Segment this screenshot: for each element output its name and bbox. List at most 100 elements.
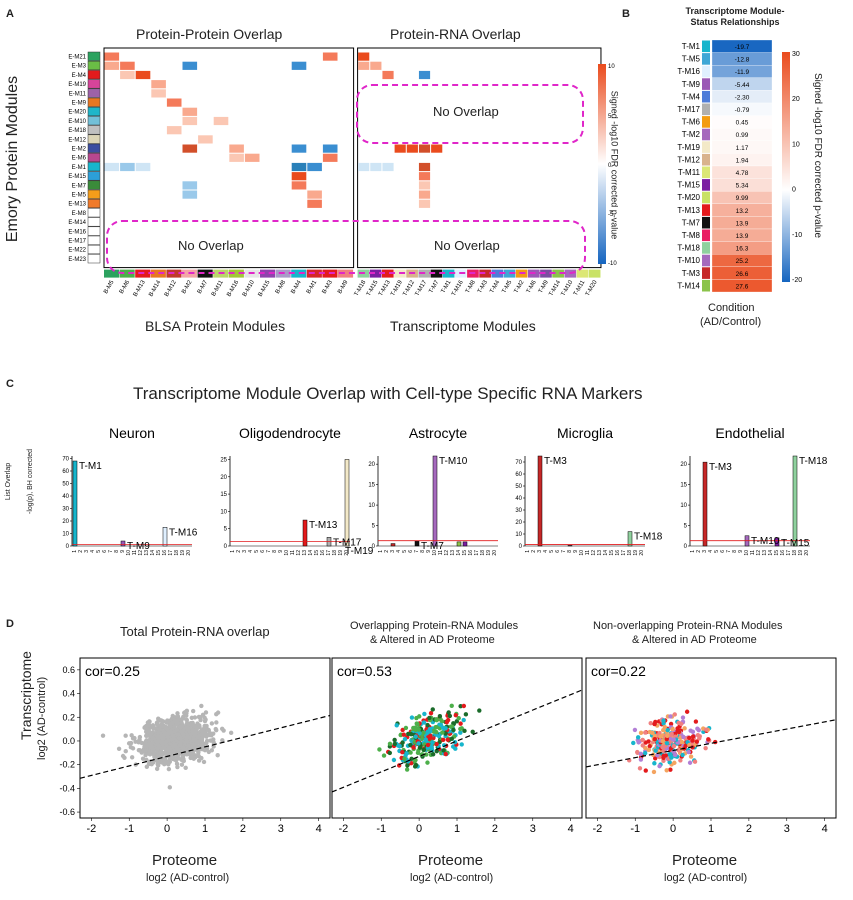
transcriptome-xlabel: Transcriptome Modules [390, 318, 536, 334]
x-tick-label: 1 [72, 550, 78, 553]
scatter-point [189, 750, 194, 755]
heat-cell [104, 61, 120, 70]
scatter-point [669, 731, 674, 737]
x-tick-label: 13 [144, 550, 150, 556]
scatter-point [154, 739, 160, 745]
scatter-point [150, 735, 156, 741]
heat-cell [104, 162, 120, 172]
x-tick-label: 14 [308, 550, 314, 556]
scatter-point [434, 729, 439, 735]
row-color-box [87, 235, 101, 245]
scatter-point [184, 736, 189, 741]
scatter-point [690, 734, 696, 739]
row-label: E-M4 [72, 73, 87, 79]
scatter-point [688, 754, 694, 759]
scatter-point [661, 718, 666, 723]
scatter-point [640, 737, 645, 743]
scatter-point [635, 749, 640, 755]
bar-annotation: T-M18 [799, 456, 828, 467]
status-value: 13.9 [736, 233, 749, 240]
row-label: E-M12 [68, 137, 86, 143]
scatter-point [128, 740, 134, 746]
heat-cell [151, 89, 166, 98]
scatter-point [678, 721, 684, 727]
row-color-box [87, 162, 101, 172]
scatter-point [653, 748, 658, 753]
x-tick-label: 17 [786, 550, 792, 556]
scatter-point [200, 731, 205, 737]
row-label: E-M1 [72, 165, 87, 171]
scatter-point [642, 750, 648, 756]
panel-b-label: B [622, 8, 630, 20]
module-color-box [702, 279, 710, 292]
module-label: T-M13 [677, 206, 700, 215]
scatter-point [401, 732, 407, 737]
module-color-box [702, 53, 710, 65]
heat-cell [182, 144, 198, 153]
col-label: B-M10 [242, 279, 256, 298]
col-label: T-M20 [585, 279, 599, 297]
scatter-point [228, 730, 234, 736]
scatter-point [458, 726, 463, 732]
scatter-point [430, 752, 436, 757]
x-tick-label: 3 [242, 550, 248, 553]
scatter-point [214, 720, 219, 725]
scatter-point [646, 739, 651, 744]
scatter-point [162, 758, 167, 763]
x-tick-label: 7 [561, 550, 567, 553]
scatter-point [650, 730, 655, 736]
cbB-tick: -20 [792, 277, 802, 284]
x-tick-label: 2 [492, 823, 498, 835]
scatter-point [413, 734, 418, 739]
module-label: T-M16 [677, 67, 700, 76]
scatter-point [146, 751, 152, 756]
scatter-point [428, 733, 433, 739]
heat-cell [166, 126, 182, 135]
x-tick-label: 4 [396, 550, 402, 553]
scatter-point [150, 741, 155, 746]
x-tick-label: 15 [314, 550, 320, 556]
heat-cell [382, 70, 394, 80]
scatter-point [456, 715, 461, 721]
scatter-point [449, 736, 455, 741]
scatter-point [414, 721, 419, 726]
cbA-tick-m5: -5 [608, 212, 614, 218]
scatter-point [220, 738, 225, 743]
cbA-tick-5: 5 [608, 114, 612, 120]
x-tick-label: 4 [708, 550, 714, 553]
module-color-box [702, 78, 710, 90]
scatter-point [696, 728, 702, 733]
status-value: 1.94 [736, 157, 749, 164]
scatter-point [453, 746, 458, 751]
x-tick-label: 15 [774, 550, 780, 556]
scatter-point [411, 745, 416, 750]
scatter-point [128, 745, 134, 750]
x-tick-label: 0 [164, 823, 170, 835]
scatter-point [688, 728, 693, 733]
bar-annotation: T-M17 [333, 537, 362, 548]
scatter-point [391, 757, 397, 763]
scatter-point [186, 743, 191, 748]
bar-annotation: T-M7 [421, 541, 444, 552]
scatter-point [415, 750, 421, 756]
scatter-point [151, 725, 157, 731]
scatter-point [428, 729, 433, 734]
d-title-1: Total Protein-RNA overlap [120, 624, 270, 639]
module-color-box [702, 204, 710, 216]
y-tick-label: -0.2 [59, 760, 75, 770]
row-label: E-M23 [68, 257, 86, 263]
module-label: T-M11 [678, 168, 701, 177]
x-tick-label: 10 [744, 550, 750, 556]
panel-a-colorbar: 10 5 0 -5 -10 [598, 64, 617, 267]
x-tick-label: 9 [278, 550, 284, 553]
row-color-box [87, 125, 101, 135]
scatter-point [687, 760, 693, 765]
scatter-point [402, 736, 408, 742]
scatter-point [192, 732, 198, 738]
status-value: 1.17 [736, 145, 749, 152]
scatter-point [668, 751, 673, 757]
scatter-point [180, 754, 186, 759]
scatter-point [185, 721, 190, 726]
y-tick-label: 15 [220, 492, 227, 498]
